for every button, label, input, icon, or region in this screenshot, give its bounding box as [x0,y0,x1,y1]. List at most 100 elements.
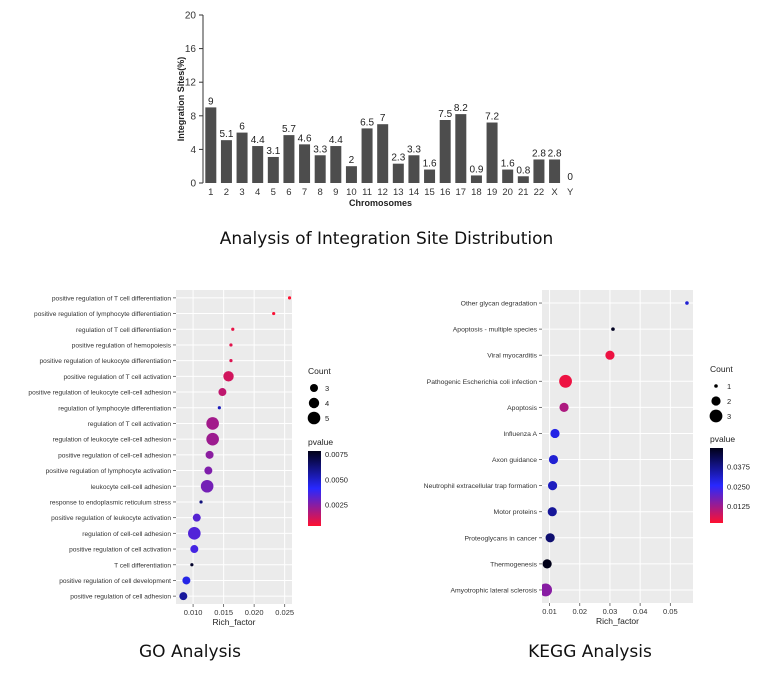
enrichment-dot [204,466,213,475]
x-tick-label: 22 [534,187,545,198]
x-axis-title: Rich_factor [213,617,256,627]
x-tick-label: X [551,187,558,198]
x-tick-label: 18 [471,187,482,198]
bar-chr-11 [361,128,373,183]
term-label: positive regulation of hemopoiesis [72,342,172,349]
bar-value-label: 2.8 [532,148,546,159]
bar-value-label: 3.1 [266,146,280,157]
term-label: positive regulation of lymphocyte differ… [34,311,171,318]
bar-chr-4 [252,146,264,183]
bar-value-label: 4.6 [298,133,312,144]
term-label: positive regulation of cell-cell adhesio… [58,452,171,459]
bar-value-label: 0.9 [469,164,483,175]
size-legend-dot [310,384,318,392]
x-tick-label: 21 [518,187,529,198]
bar-value-label: 3.3 [313,144,327,155]
enrichment-dot [547,507,557,517]
enrichment-dot [190,563,194,567]
bar-chr-20 [502,169,514,183]
enrichment-dot [605,350,615,360]
term-label: regulation of T cell activation [88,421,172,428]
term-label: positive regulation of leukocyte activat… [51,515,171,522]
term-label: leukocyte cell-cell adhesion [91,484,172,491]
bar-chr-3 [236,132,248,183]
bar-chr-15 [424,169,436,183]
term-label: regulation of T cell differentiation [76,327,171,334]
enrichment-dot [272,311,276,316]
term-label: Motor proteins [494,509,538,516]
enrichment-dot [229,359,233,363]
x-tick-label: 3 [239,187,244,198]
x-tick-label: 11 [362,187,372,198]
enrichment-dot [542,583,553,597]
bar-chr-16 [439,120,451,183]
size-legend-label: 4 [325,399,329,408]
x-tick-label: 0.05 [663,607,678,616]
enrichment-dot [542,559,552,569]
x-tick-label: 15 [424,187,435,198]
size-legend-dot [711,396,721,406]
term-label: positive regulation of cell development [59,578,171,585]
x-tick-label: 7 [302,187,307,198]
term-label: Amyotrophic lateral sclerosis [450,587,537,594]
x-tick-label: 13 [393,187,404,198]
bar-chr-18 [470,175,482,183]
term-label: positive regulation of lymphocyte activa… [46,468,172,475]
bar-value-label: 8.2 [454,103,468,114]
enrichment-dot [206,432,219,446]
term-label: Apoptosis [507,405,537,412]
enrichment-dot [218,388,227,397]
enrichment-dot [685,301,689,305]
x-tick-label: Y [567,187,574,198]
enrichment-dot [179,592,188,601]
x-tick-label: 0.02 [572,607,587,616]
term-label: T cell differentiation [114,562,171,569]
color-legend-title: pvalue [308,437,333,447]
bar-chr-19 [486,122,498,183]
enrichment-dot [206,417,219,430]
term-label: Apoptosis - multiple species [453,327,538,334]
enrichment-dot [205,450,214,459]
bar-chr-22 [533,159,545,183]
bar-chr-10 [345,166,357,183]
size-legend-dot [308,397,320,409]
y-tick-label: 20 [185,11,197,22]
bar-chr-5 [267,156,279,183]
enrichment-dot [550,428,560,439]
term-label: positive regulation of leukocyte differe… [40,358,172,365]
size-legend-dot [307,411,321,425]
bar-value-label: 2.8 [548,148,562,159]
x-tick-label: 0.01 [542,607,557,616]
bar-chr-9 [330,146,342,183]
bar-value-label: 4.4 [329,135,343,146]
bar-value-label: 7.5 [438,109,452,120]
y-axis-title: Integration Sites(%) [176,57,186,142]
y-tick-label: 12 [185,78,197,89]
term-label: positive regulation of leukocyte cell-ce… [28,390,171,397]
x-tick-label: 14 [409,187,420,198]
term-label: regulation of lymphocyte differentiation [58,405,171,412]
x-tick-label: 5 [271,187,276,198]
bar-value-label: 0.8 [516,165,530,176]
term-label: regulation of cell-cell adhesion [82,531,171,538]
x-tick-label: 20 [502,187,513,198]
term-label: Influenza A [503,431,537,438]
bar-value-label: 5.1 [219,129,233,140]
x-tick-label: 19 [487,187,498,198]
x-tick-label: 16 [440,187,451,198]
x-tick-label: 6 [286,187,291,198]
kegg-enrichment-dot-plot: Other glycan degradation Apoptosis - mult… [424,290,750,626]
term-label: Proteoglycans in cancer [464,535,537,542]
x-tick-label: 0.015 [214,608,233,617]
enrichment-dot [287,296,292,300]
bar-value-label: 1.6 [423,159,437,170]
enrichment-dot [199,500,203,504]
x-axis-title: Chromosomes [349,198,412,208]
enrichment-dot [223,371,234,382]
x-tick-label: 10 [346,187,357,198]
term-label: Neutrophil extracellular trap formation [424,483,538,490]
x-tick-label: 0.03 [603,607,618,616]
x-tick-label: 0.04 [633,607,648,616]
size-legend-label: 3 [325,384,329,393]
color-legend-bar [710,448,723,523]
